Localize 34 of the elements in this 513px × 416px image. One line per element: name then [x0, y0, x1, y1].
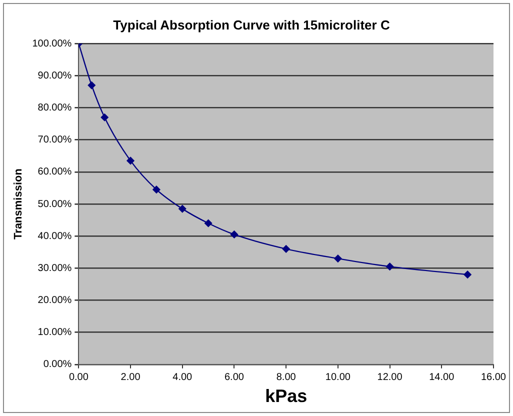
point: [386, 262, 394, 270]
y-tick-label: 0.00%: [43, 359, 72, 370]
point: [100, 114, 108, 122]
y-tick-label: 10.00%: [38, 327, 72, 338]
y-tick-label: 70.00%: [38, 134, 72, 146]
y-tick-label: 30.00%: [38, 262, 72, 274]
y-tick-label: 40.00%: [38, 230, 72, 242]
x-tick-label: 16.00: [480, 372, 506, 384]
y-tick-label: 80.00%: [38, 102, 72, 114]
x-tick-label: 10.00: [325, 372, 351, 384]
point: [230, 230, 238, 238]
y-tick-label: 100.00%: [32, 38, 72, 50]
x-tick-label: 8.00: [276, 372, 296, 384]
chart-title: Typical Absorption Curve with 15microliter C: [113, 17, 390, 32]
point: [334, 254, 342, 262]
y-tick-label: 20.00%: [38, 294, 72, 306]
x-tick-label: 12.00: [377, 372, 403, 384]
point: [204, 219, 212, 228]
point: [464, 270, 472, 278]
point: [126, 156, 134, 164]
y-axis-title: Transmission: [12, 168, 25, 240]
x-tick-label: 6.00: [224, 372, 244, 384]
point: [178, 205, 186, 213]
y-tick-label: 50.00%: [38, 198, 72, 210]
x-tick-label: 0.00: [68, 372, 89, 384]
y-tick-label: 90.00%: [38, 70, 72, 82]
x-tick-label: 14.00: [429, 372, 455, 384]
point: [152, 186, 160, 194]
x-tick-label: 4.00: [172, 372, 193, 384]
point: [282, 245, 290, 253]
point: [88, 82, 96, 90]
x-tick-label: 2.00: [120, 372, 141, 384]
y-tick-label: 60.00%: [38, 166, 72, 178]
x-axis-title: kPas: [265, 386, 308, 406]
